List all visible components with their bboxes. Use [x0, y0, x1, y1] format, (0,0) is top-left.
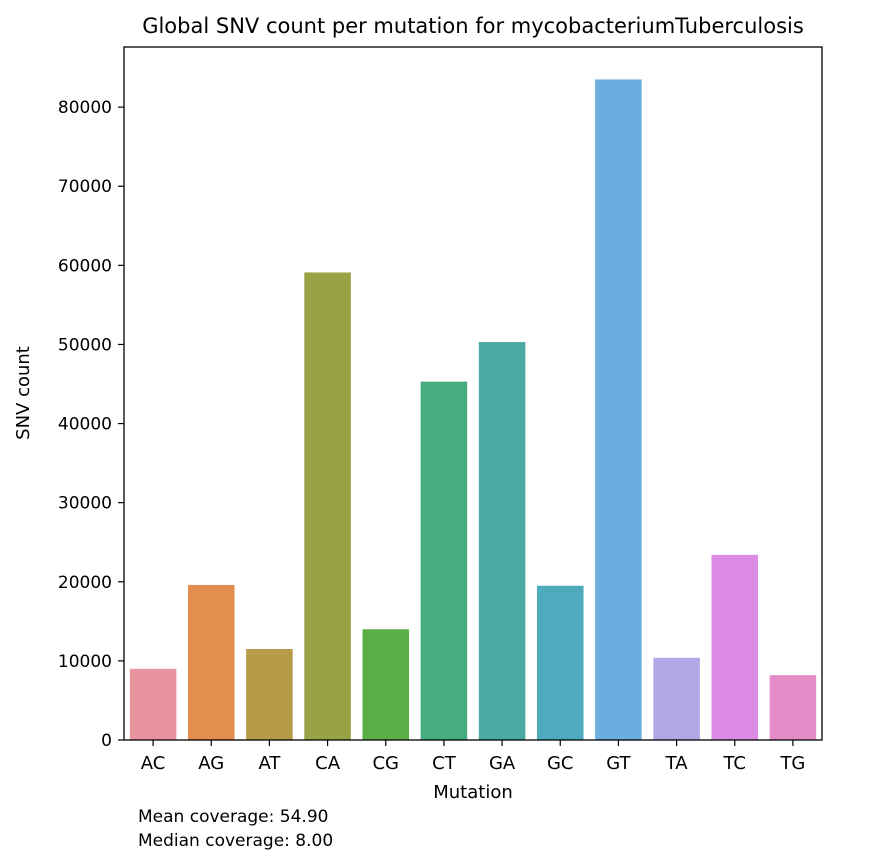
x-tick-label: GA — [489, 753, 516, 774]
bar-CA — [304, 272, 351, 740]
x-tick-label: CA — [315, 753, 341, 774]
bar-GA — [478, 342, 526, 740]
x-axis-label: Mutation — [433, 782, 513, 803]
bar-AC — [129, 668, 177, 740]
x-tick-label: GT — [606, 753, 631, 774]
bar-TG — [769, 675, 817, 740]
y-axis-label: SNV count — [13, 346, 34, 440]
y-tick-label: 50000 — [58, 335, 112, 355]
y-tick-label: 80000 — [58, 98, 112, 118]
x-tick-label: TC — [722, 753, 746, 774]
y-tick-label: 30000 — [58, 494, 112, 514]
y-tick-label: 40000 — [58, 415, 112, 435]
bar-GC — [536, 585, 584, 740]
x-axis: AC AG AT CA CG CT GA GC GT TA TC TG — [141, 740, 805, 774]
median-coverage-text: Median coverage: 8.00 — [138, 831, 334, 851]
y-axis: 0 10000 20000 30000 40000 50000 60000 70000 8000… — [58, 98, 124, 751]
plot-frame — [123, 46, 823, 741]
bar-GT — [595, 79, 642, 741]
x-tick-label: CG — [372, 753, 399, 774]
bar-TA — [653, 657, 700, 740]
bar-CG — [362, 629, 410, 740]
x-tick-label: AT — [258, 753, 281, 774]
y-tick-label: 10000 — [58, 652, 112, 672]
bars-group — [129, 79, 817, 741]
y-tick-label: 60000 — [58, 256, 112, 276]
y-tick-label: 0 — [101, 731, 112, 751]
x-tick-label: CT — [432, 753, 457, 774]
y-tick-label: 70000 — [58, 177, 112, 197]
chart-title: Global SNV count per mutation for mycoba… — [142, 14, 804, 38]
bar-AG — [187, 584, 235, 740]
x-tick-label: TG — [779, 753, 805, 774]
bar-AT — [246, 649, 293, 740]
x-tick-label: TA — [665, 753, 689, 774]
bar-TC — [711, 554, 759, 740]
mean-coverage-text: Mean coverage: 54.90 — [138, 807, 329, 827]
x-tick-label: AC — [141, 753, 166, 774]
bar-CT — [420, 381, 468, 740]
x-tick-label: AG — [198, 753, 224, 774]
y-tick-label: 20000 — [58, 573, 112, 593]
x-tick-label: GC — [547, 753, 574, 774]
